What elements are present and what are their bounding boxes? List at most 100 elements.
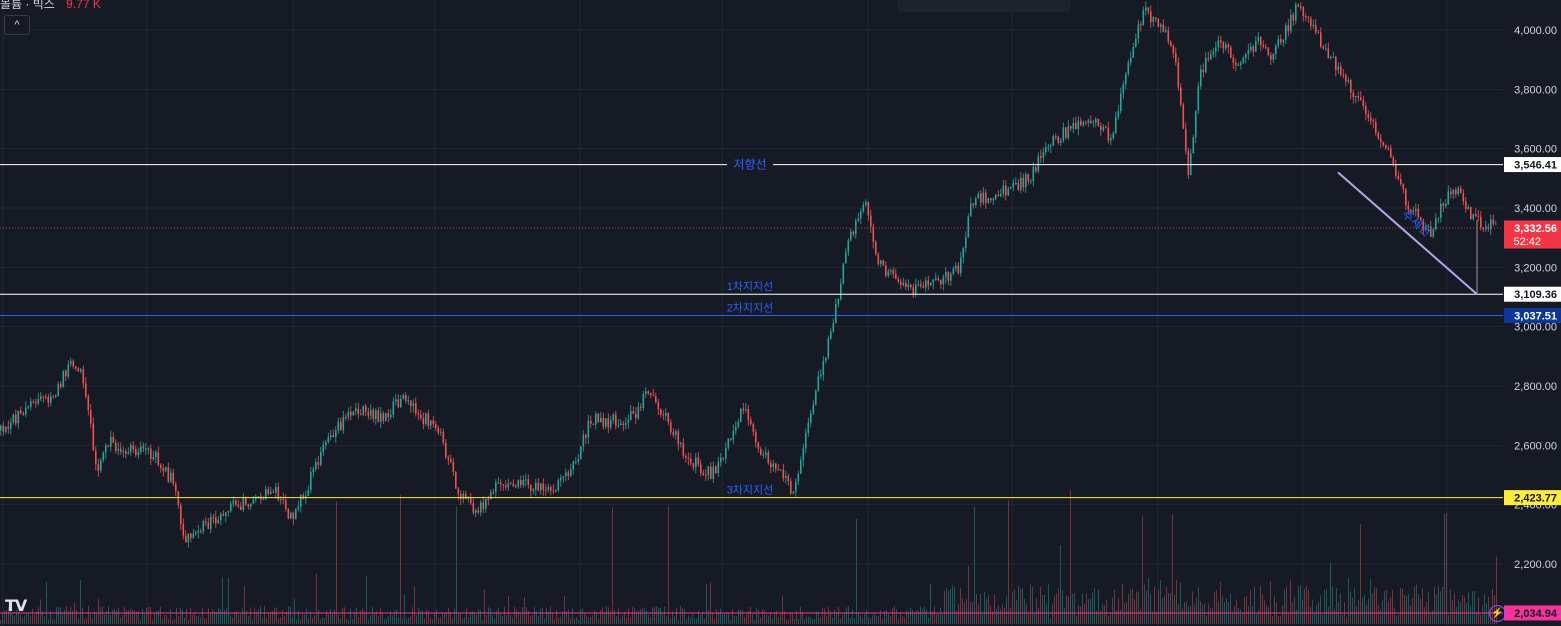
candle-body bbox=[387, 413, 390, 418]
candle-body bbox=[822, 360, 825, 375]
candle-body bbox=[340, 421, 342, 431]
volume-bar bbox=[1054, 595, 1055, 624]
volume-bar bbox=[862, 617, 863, 624]
candle-body bbox=[1452, 189, 1455, 195]
candle-body bbox=[597, 413, 600, 423]
candle-body bbox=[522, 480, 525, 486]
candle-body bbox=[1355, 96, 1357, 98]
volume-bar bbox=[334, 609, 335, 624]
volume-bar bbox=[1056, 593, 1057, 624]
candle-body bbox=[1322, 46, 1325, 49]
candle-body bbox=[55, 395, 57, 397]
volume-bar bbox=[234, 612, 235, 624]
candle-body bbox=[327, 437, 330, 443]
volume-bar bbox=[512, 616, 513, 624]
candle-body bbox=[1027, 174, 1030, 182]
volume-bar bbox=[66, 606, 67, 624]
volume-bar bbox=[102, 606, 103, 624]
candle-body bbox=[587, 420, 590, 438]
candle-body bbox=[1227, 44, 1230, 48]
candle-body bbox=[127, 451, 130, 454]
candle-body bbox=[1332, 56, 1335, 58]
candle-body bbox=[567, 472, 570, 477]
candle-body bbox=[295, 509, 297, 519]
volume-bar bbox=[686, 619, 687, 624]
candle-body bbox=[40, 396, 42, 400]
candle-body bbox=[1317, 32, 1320, 34]
candle-body bbox=[227, 511, 230, 513]
collapse-legend-button[interactable]: ^ bbox=[4, 15, 30, 35]
candle-body bbox=[12, 414, 15, 423]
volume-bar bbox=[798, 618, 799, 624]
candle-body bbox=[982, 192, 985, 203]
candle-body bbox=[920, 284, 922, 286]
candle-body bbox=[337, 421, 340, 431]
lightning-icon[interactable]: ⚡ bbox=[1489, 605, 1506, 622]
volume-bar bbox=[810, 617, 811, 624]
candle-body bbox=[992, 198, 995, 201]
volume-bar bbox=[514, 607, 515, 624]
price-axis-tick: 3,000.00 bbox=[1514, 322, 1557, 334]
volume-bar bbox=[1034, 613, 1035, 624]
volume-bar bbox=[416, 615, 417, 624]
candle-body bbox=[1385, 145, 1387, 149]
volume-bar bbox=[358, 617, 359, 624]
candle-body bbox=[877, 254, 880, 264]
volume-bar bbox=[670, 618, 671, 624]
volume-bar bbox=[1074, 592, 1075, 624]
volume-bar bbox=[524, 597, 525, 624]
candle-body bbox=[1120, 93, 1122, 112]
candle-body bbox=[1302, 6, 1305, 17]
volume-bar bbox=[1438, 585, 1439, 624]
volume-bar bbox=[1334, 608, 1335, 624]
volume-bar bbox=[92, 617, 93, 624]
volume-bar bbox=[470, 612, 471, 624]
volume-bar bbox=[572, 608, 573, 624]
candle-body bbox=[795, 481, 797, 492]
candle-body bbox=[1300, 6, 1302, 8]
volume-bar bbox=[612, 507, 613, 624]
volume-bar bbox=[1308, 590, 1309, 624]
candle-body bbox=[560, 477, 562, 481]
candle-body bbox=[1215, 47, 1217, 52]
volume-bar bbox=[1304, 588, 1305, 624]
candle-body bbox=[515, 486, 517, 488]
volume-bar bbox=[446, 613, 447, 624]
candle-body bbox=[800, 460, 802, 474]
candle-body bbox=[210, 517, 212, 529]
volume-bar bbox=[220, 609, 221, 624]
volume-bar bbox=[1168, 593, 1169, 624]
volume-bar bbox=[944, 590, 945, 624]
volume-bar bbox=[1250, 590, 1251, 624]
candle-body bbox=[1002, 185, 1005, 195]
volume-bar bbox=[18, 612, 19, 624]
volume-bar bbox=[692, 614, 693, 624]
candle-body bbox=[80, 369, 82, 372]
volume-bar bbox=[1104, 605, 1105, 624]
candle-body bbox=[1077, 120, 1080, 130]
drawing-toolbar[interactable] bbox=[897, 0, 1071, 12]
volume-bar bbox=[932, 611, 933, 624]
volume-bar bbox=[812, 619, 813, 624]
candle-body bbox=[917, 284, 920, 286]
candle-body bbox=[1087, 120, 1090, 123]
volume-bar bbox=[574, 618, 575, 624]
candle-body bbox=[157, 452, 160, 465]
volume-bar bbox=[336, 501, 337, 624]
candle-body bbox=[760, 448, 762, 455]
candle-body bbox=[1427, 226, 1430, 228]
candle-body bbox=[385, 413, 387, 421]
volume-bar bbox=[1122, 584, 1123, 624]
candle-body bbox=[330, 435, 332, 438]
candle-body bbox=[952, 268, 955, 274]
candle-body bbox=[1182, 104, 1185, 129]
volume-bar bbox=[634, 608, 635, 624]
tradingview-logo: TV bbox=[5, 596, 27, 615]
volume-bar bbox=[1350, 591, 1351, 624]
volume-bar bbox=[590, 616, 591, 624]
candle-body bbox=[1017, 182, 1020, 190]
volume-bars bbox=[0, 489, 1497, 624]
candle-body bbox=[1125, 73, 1127, 85]
